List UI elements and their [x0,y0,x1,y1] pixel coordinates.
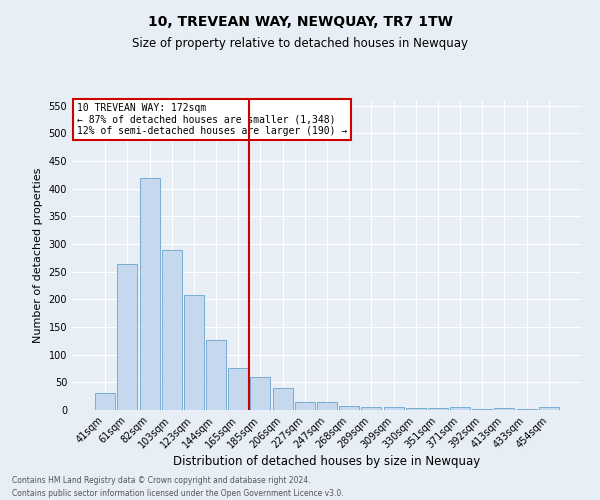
Bar [295,402,315,410]
Bar [406,408,426,410]
Bar [162,250,182,410]
Bar [250,378,271,410]
Bar [228,368,248,410]
Bar [383,407,404,410]
Bar [361,407,382,410]
Bar [494,408,514,410]
Text: 10, TREVEAN WAY, NEWQUAY, TR7 1TW: 10, TREVEAN WAY, NEWQUAY, TR7 1TW [148,15,452,29]
Bar [450,407,470,410]
Bar [428,408,448,410]
Bar [206,340,226,410]
Bar [118,264,137,410]
Bar [95,394,115,410]
Bar [472,409,492,410]
Y-axis label: Number of detached properties: Number of detached properties [33,168,43,342]
X-axis label: Distribution of detached houses by size in Newquay: Distribution of detached houses by size … [173,456,481,468]
Bar [517,409,536,410]
Text: 10 TREVEAN WAY: 172sqm
← 87% of detached houses are smaller (1,348)
12% of semi-: 10 TREVEAN WAY: 172sqm ← 87% of detached… [77,103,347,136]
Bar [272,388,293,410]
Bar [339,406,359,410]
Bar [140,178,160,410]
Bar [317,402,337,410]
Text: Contains public sector information licensed under the Open Government Licence v3: Contains public sector information licen… [12,488,344,498]
Bar [184,296,204,410]
Bar [539,407,559,410]
Text: Contains HM Land Registry data © Crown copyright and database right 2024.: Contains HM Land Registry data © Crown c… [12,476,311,485]
Text: Size of property relative to detached houses in Newquay: Size of property relative to detached ho… [132,38,468,51]
